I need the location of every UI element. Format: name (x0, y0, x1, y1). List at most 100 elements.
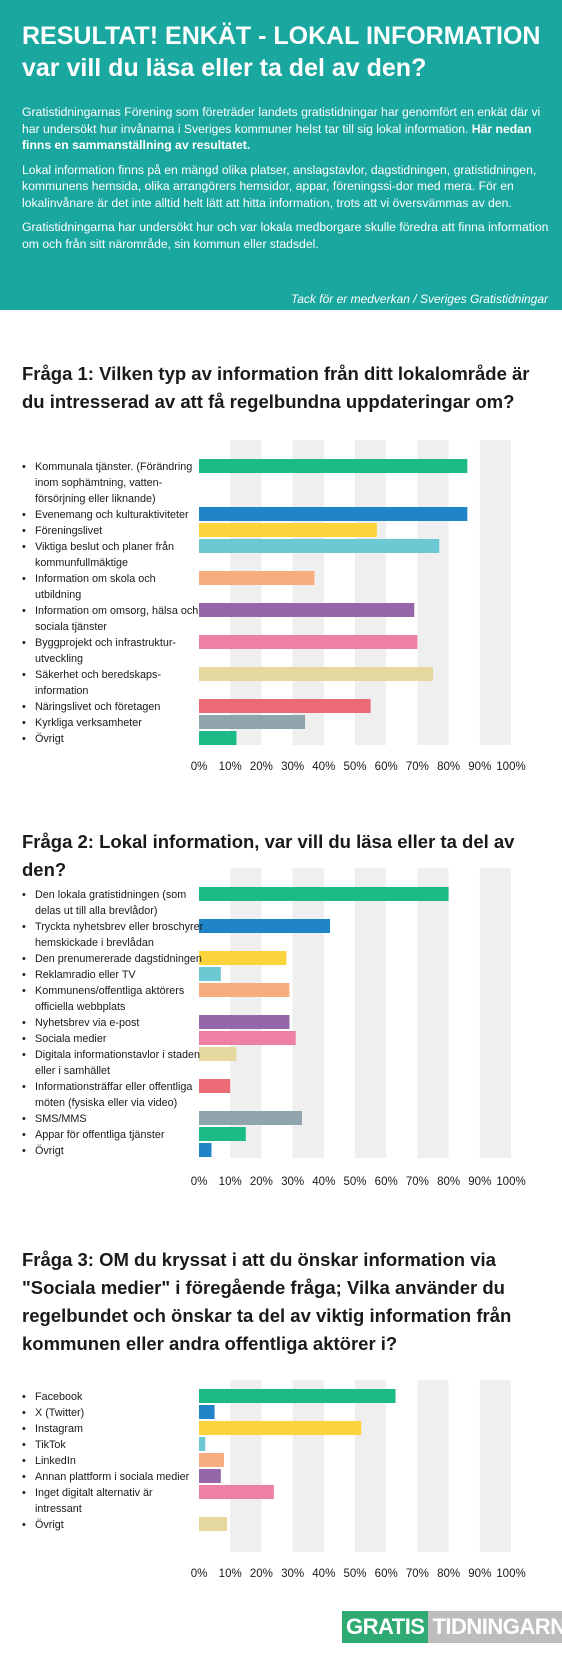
bar (199, 1469, 221, 1483)
category-label: utveckling (35, 653, 83, 665)
intro-paragraph-1: Gratistidningarnas Förening som företräd… (22, 104, 550, 154)
x-tick-label: 40% (312, 1568, 335, 1580)
intro-paragraph-2: Lokal information finns på en mängd olik… (22, 162, 537, 210)
category-label: Sociala medier (35, 1033, 107, 1045)
bar (199, 1031, 296, 1045)
bar (199, 951, 287, 965)
bar (199, 1143, 212, 1157)
category-label: Appar för offentliga tjänster (35, 1129, 165, 1141)
bullet: • (22, 461, 26, 473)
bar (199, 1389, 396, 1403)
category-label: Kommunens/offentliga aktörers (35, 985, 185, 997)
category-label: Den prenumererade dagstidningen (35, 953, 202, 965)
x-tick-label: 30% (281, 1568, 304, 1580)
logo-part-1: GRATIS (342, 1611, 429, 1643)
category-label: sociala tjänster (35, 621, 107, 633)
intro-paragraph-1-bold: Här nedan finns en sammanställning av re… (22, 121, 532, 153)
x-tick-label: 70% (406, 1176, 429, 1188)
bullet: • (22, 1033, 26, 1045)
grid-band (230, 440, 262, 745)
x-tick-label: 70% (406, 1568, 429, 1580)
bar (199, 635, 418, 649)
bar (199, 1079, 231, 1093)
logo-part-2: TIDNINGARNA (428, 1611, 562, 1643)
bullet: • (22, 573, 26, 585)
bullet: • (22, 1145, 26, 1157)
x-tick-label: 50% (343, 761, 366, 773)
question-2-heading: Fråga 2: Lokal information, var vill du … (22, 831, 515, 880)
x-tick-label: 10% (219, 1568, 242, 1580)
bar (199, 1453, 224, 1467)
bar (199, 1111, 302, 1125)
chart-question-1: • Kommunala tjänster. (Förändring inom sop… (22, 440, 526, 773)
bar (199, 539, 440, 553)
bullet: • (22, 605, 26, 617)
grid-band (292, 868, 324, 1158)
grid-band (292, 1380, 324, 1552)
bullet: • (22, 701, 26, 713)
category-label: SMS/MMS (35, 1113, 87, 1125)
grid-band (479, 868, 511, 1158)
grid-band (417, 1380, 449, 1552)
bar (199, 919, 331, 933)
category-label: Säkerhet och beredskaps- (35, 669, 161, 681)
grid-band (355, 440, 387, 745)
bullet: • (22, 921, 26, 933)
grid-band (417, 868, 449, 1158)
bar (199, 887, 449, 901)
gratistidningarna-logo: GRATIS TIDNINGARNA (342, 1611, 562, 1643)
bullet: • (22, 1017, 26, 1029)
grid-band (479, 1380, 511, 1552)
category-label: Övrigt (35, 1519, 64, 1531)
grid-band (292, 440, 324, 745)
bar (199, 983, 290, 997)
category-label: inom sophämtning, vatten- (35, 477, 163, 489)
x-tick-label: 20% (250, 761, 273, 773)
grid-band (479, 440, 511, 745)
grid-band (355, 868, 387, 1158)
bar (199, 459, 468, 473)
category-label: Facebook (35, 1391, 83, 1403)
x-tick-label: 80% (437, 761, 460, 773)
x-tick-label: 60% (375, 761, 398, 773)
bullet: • (22, 969, 26, 981)
title-line-1: RESULTAT! ENKÄT - LOKAL INFORMATION (22, 22, 541, 50)
category-label: Information om skola och (35, 573, 156, 585)
bar (199, 967, 221, 981)
x-tick-label: 40% (312, 1176, 335, 1188)
x-tick-label: 30% (281, 761, 304, 773)
question-1-heading: Fråga 1: Vilken typ av information från … (22, 363, 530, 412)
category-label: intressant (35, 1503, 82, 1515)
page-title: RESULTAT! ENKÄT - LOKAL INFORMATION var … (22, 20, 552, 84)
x-tick-label: 20% (250, 1568, 273, 1580)
bar (199, 731, 237, 745)
category-label: Kommunala tjänster. (Förändring (35, 461, 192, 473)
x-tick-label: 90% (468, 1176, 491, 1188)
x-tick-label: 100% (496, 1176, 525, 1188)
bullet: • (22, 1487, 26, 1499)
category-label: Inget digitalt alternativ är (35, 1487, 153, 1499)
chart-question-3: • Facebook • X (Twitter) • Instagram • TikTok • L… (22, 1380, 526, 1580)
x-tick-label: 50% (343, 1568, 366, 1580)
category-label: Kyrkliga verksamheter (35, 717, 142, 729)
category-label: försörjning eller liknande) (35, 493, 156, 505)
bullet: • (22, 1113, 26, 1125)
bullet: • (22, 889, 26, 901)
category-label: Information om omsorg, hälsa och (35, 605, 198, 617)
x-tick-label: 60% (375, 1568, 398, 1580)
bullet: • (22, 1049, 26, 1061)
x-tick-label: 20% (250, 1176, 273, 1188)
category-label: kommunfullmäktige (35, 557, 128, 569)
intro-paragraph-1-text: Gratistidningarnas Förening som företräd… (22, 105, 541, 136)
category-label: Reklamradio eller TV (35, 969, 136, 981)
category-label: Näringslivet och företagen (35, 701, 160, 713)
category-label: eller i samhället (35, 1065, 110, 1077)
category-label: X (Twitter) (35, 1407, 84, 1419)
bar (199, 1047, 237, 1061)
chart-question-2: • Den lokala gratistidningen (som delas ut… (22, 868, 526, 1188)
bullet: • (22, 669, 26, 681)
bullet: • (22, 985, 26, 997)
x-tick-label: 70% (406, 761, 429, 773)
bar (199, 1485, 274, 1499)
bar (199, 523, 377, 537)
